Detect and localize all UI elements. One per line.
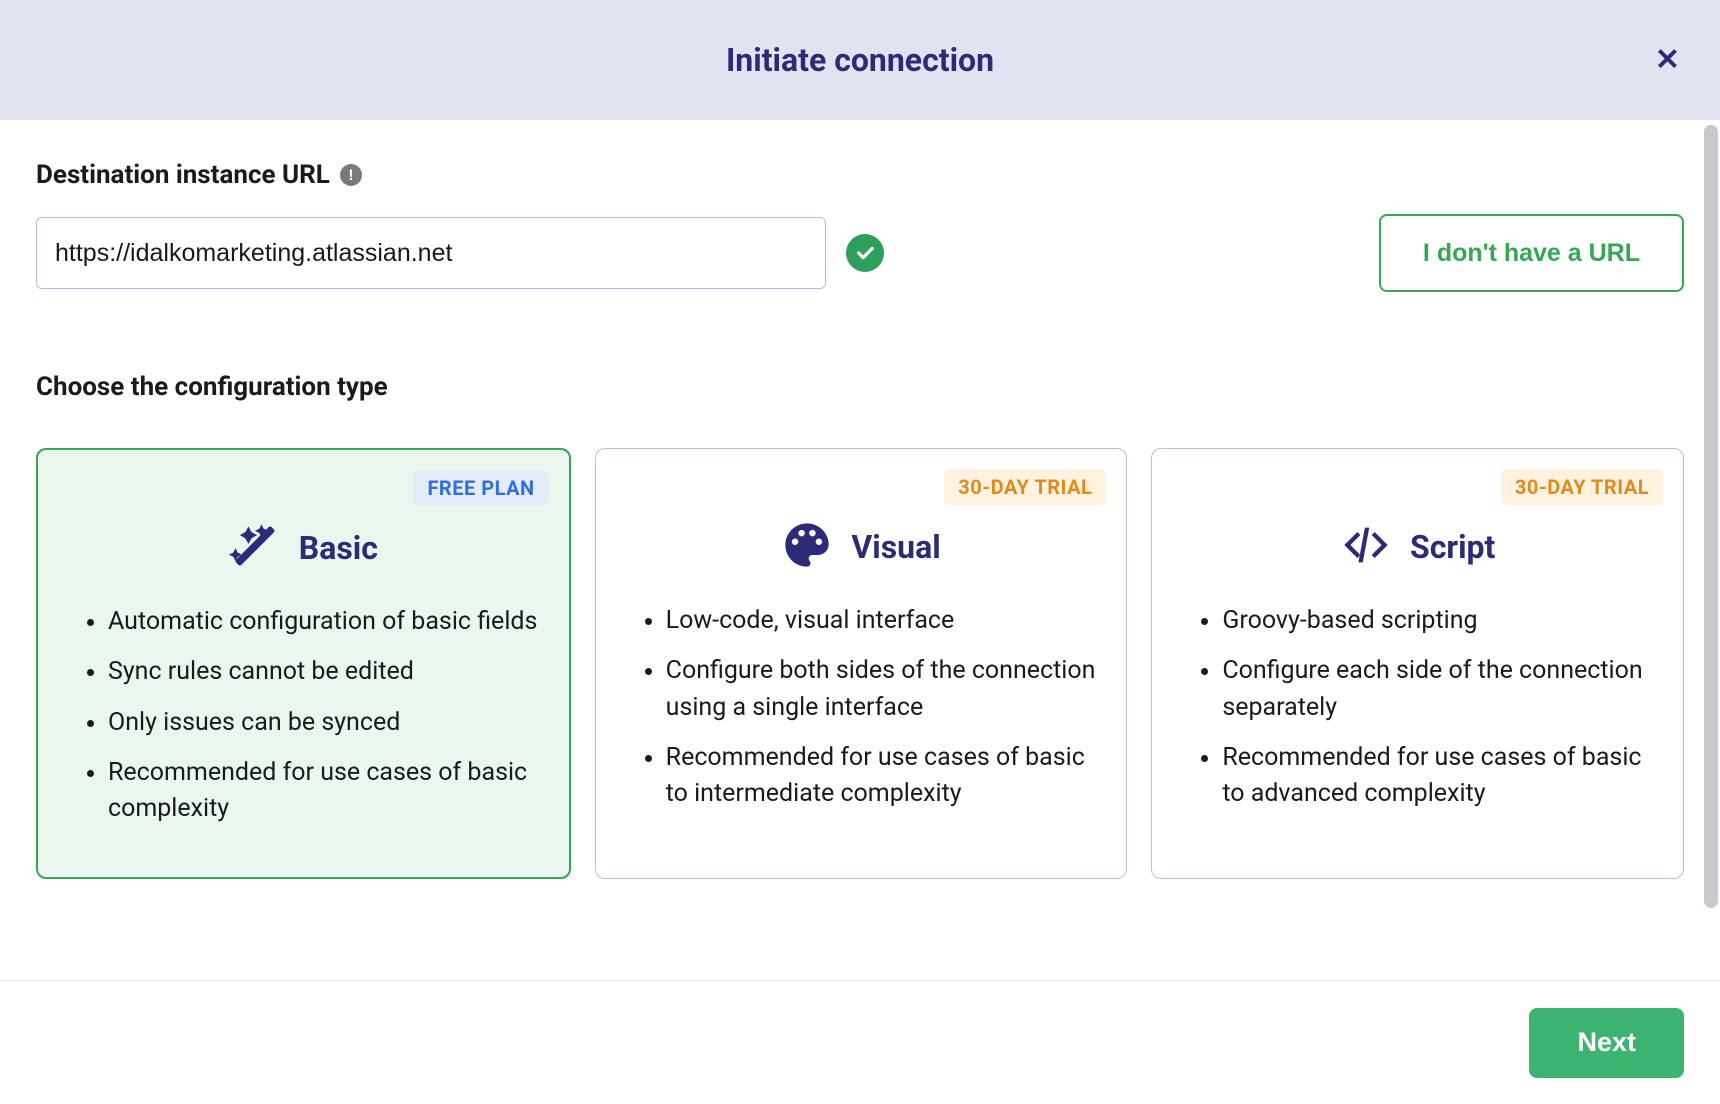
card-header-script: Script [1178, 519, 1657, 575]
close-icon: ✕ [1655, 44, 1680, 77]
list-item: Sync rules cannot be edited [108, 654, 543, 690]
palette-icon [781, 519, 833, 575]
config-card-visual[interactable]: 30-DAY TRIAL Visual Low-code, visual int… [595, 448, 1128, 879]
url-label-text: Destination instance URL [36, 160, 330, 190]
card-title-basic: Basic [299, 529, 378, 567]
card-badge-trial: 30-DAY TRIAL [1501, 469, 1663, 505]
card-title-script: Script [1410, 528, 1495, 566]
card-title-visual: Visual [851, 528, 940, 566]
config-card-basic[interactable]: FREE PLAN Basic Automatic configuration … [36, 448, 571, 879]
modal-header: Initiate connection ✕ [0, 0, 1720, 120]
modal-title: Initiate connection [726, 41, 994, 79]
scrollbar[interactable] [1704, 125, 1718, 976]
config-type-label: Choose the configuration type [36, 372, 1684, 402]
card-header-basic: Basic [64, 520, 543, 576]
content-area: Destination instance URL ! I don't have … [0, 120, 1720, 981]
next-button[interactable]: Next [1529, 1008, 1684, 1078]
info-icon[interactable]: ! [340, 164, 362, 186]
code-icon [1340, 519, 1392, 575]
list-item: Recommended for use cases of basic to ad… [1222, 740, 1657, 813]
card-bullets-visual: Low-code, visual interface Configure bot… [622, 603, 1101, 812]
url-row: I don't have a URL [36, 214, 1684, 292]
list-item: Low-code, visual interface [666, 603, 1101, 639]
card-bullets-script: Groovy-based scripting Configure each si… [1178, 603, 1657, 812]
list-item: Only issues can be synced [108, 705, 543, 741]
list-item: Recommended for use cases of basic to in… [666, 740, 1101, 813]
modal-footer: Next [0, 981, 1720, 1104]
card-badge-trial: 30-DAY TRIAL [944, 469, 1106, 505]
config-cards-row: FREE PLAN Basic Automatic configuration … [36, 448, 1684, 879]
list-item: Recommended for use cases of basic compl… [108, 755, 543, 828]
url-section-label: Destination instance URL ! [36, 160, 1684, 190]
scrollbar-thumb[interactable] [1704, 125, 1718, 908]
no-url-button[interactable]: I don't have a URL [1379, 214, 1684, 292]
card-badge-free: FREE PLAN [413, 470, 548, 506]
destination-url-input[interactable] [36, 217, 826, 289]
url-valid-check-icon [846, 234, 884, 272]
card-bullets-basic: Automatic configuration of basic fields … [64, 604, 543, 827]
wand-icon [229, 520, 281, 576]
list-item: Configure each side of the connection se… [1222, 653, 1657, 726]
config-card-script[interactable]: 30-DAY TRIAL Script Groovy-based scripti… [1151, 448, 1684, 879]
list-item: Configure both sides of the connection u… [666, 653, 1101, 726]
close-button[interactable]: ✕ [1655, 43, 1680, 78]
list-item: Automatic configuration of basic fields [108, 604, 543, 640]
card-header-visual: Visual [622, 519, 1101, 575]
list-item: Groovy-based scripting [1222, 603, 1657, 639]
